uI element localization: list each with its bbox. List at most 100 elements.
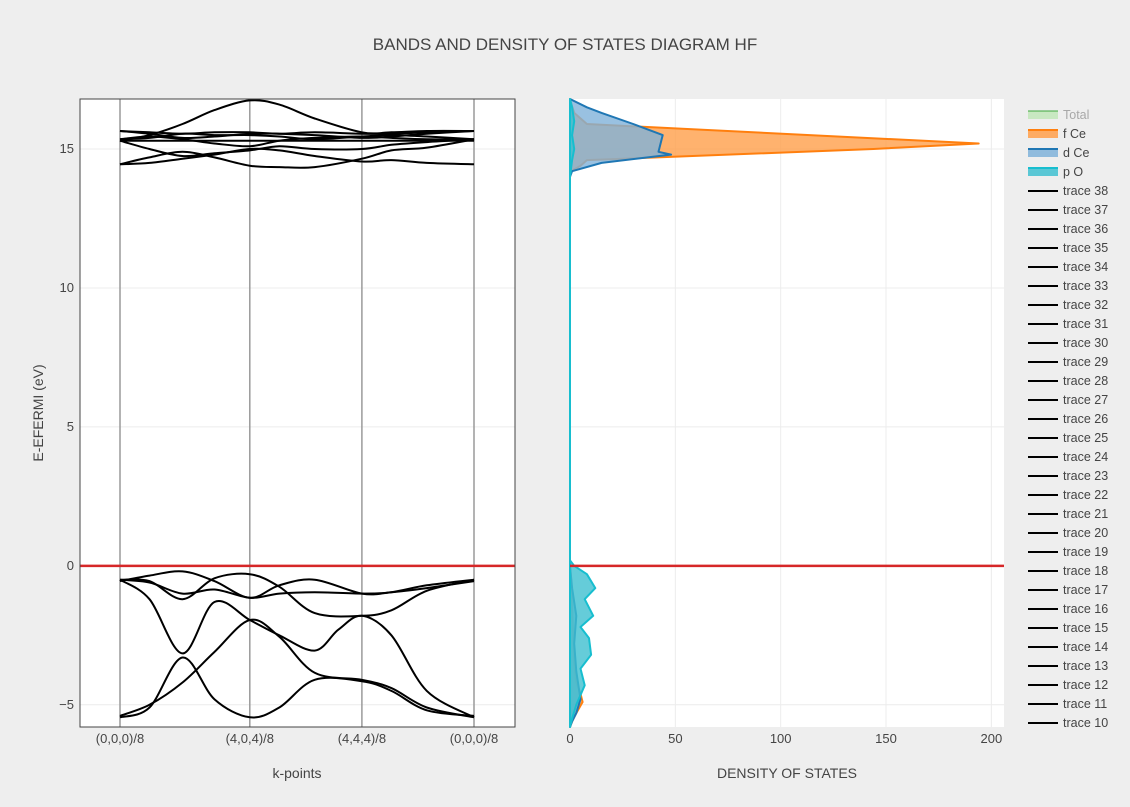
legend-item[interactable]: d Ce [1028, 146, 1089, 160]
legend-label: trace 16 [1063, 602, 1108, 616]
legend-label: trace 35 [1063, 241, 1108, 255]
dos-plot-area [570, 99, 1004, 727]
legend-label: trace 28 [1063, 374, 1108, 388]
band-line-trace-20 [119, 135, 475, 148]
legend-label: trace 37 [1063, 203, 1108, 217]
legend-label: trace 30 [1063, 336, 1108, 350]
legend-item[interactable]: trace 32 [1028, 298, 1108, 312]
y-tick-label: 0 [67, 558, 74, 573]
dos-x-tick-label: 150 [875, 731, 897, 746]
legend-item[interactable]: trace 19 [1028, 545, 1108, 559]
legend-label: f Ce [1063, 127, 1086, 141]
legend-label: trace 34 [1063, 260, 1108, 274]
legend-label: trace 29 [1063, 355, 1108, 369]
band-line-trace-18 [119, 138, 475, 158]
band-line-trace-17 [119, 138, 475, 169]
dos-x-axis-label: DENSITY OF STATES [717, 765, 857, 781]
legend-item[interactable]: trace 26 [1028, 412, 1108, 426]
legend-item[interactable]: trace 31 [1028, 317, 1108, 331]
legend-label: p O [1063, 165, 1083, 179]
legend-label: trace 11 [1063, 697, 1107, 711]
legend-label: trace 18 [1063, 564, 1108, 578]
k-point-tick-label: (0,0,0)/8 [96, 731, 144, 746]
legend-label: trace 31 [1063, 317, 1108, 331]
legend-item[interactable]: trace 20 [1028, 526, 1108, 540]
legend-item[interactable]: trace 15 [1028, 621, 1108, 635]
legend-label: d Ce [1063, 146, 1089, 160]
dos-x-tick-label: 200 [981, 731, 1003, 746]
legend-item[interactable]: trace 25 [1028, 431, 1108, 445]
y-axis-label: E-EFERMI (eV) [30, 364, 46, 461]
legend-label: trace 22 [1063, 488, 1108, 502]
chart-title: BANDS AND DENSITY OF STATES DIAGRAM HF [373, 35, 757, 54]
dos-x-tick-label: 0 [566, 731, 573, 746]
legend-item[interactable]: p O [1028, 165, 1083, 179]
band-line-trace-23 [119, 130, 475, 135]
legend-item[interactable]: f Ce [1028, 127, 1086, 141]
legend-item[interactable]: trace 30 [1028, 336, 1108, 350]
legend-item[interactable]: Total [1028, 108, 1089, 122]
legend-item[interactable]: trace 37 [1028, 203, 1108, 217]
legend-item[interactable]: trace 27 [1028, 393, 1108, 407]
legend-item[interactable]: trace 35 [1028, 241, 1108, 255]
legend-item[interactable]: trace 11 [1028, 697, 1107, 711]
k-point-tick-label: (4,0,4)/8 [226, 731, 274, 746]
legend-label: Total [1063, 108, 1089, 122]
legend-item[interactable]: trace 12 [1028, 678, 1108, 692]
band-line-trace-13 [119, 572, 475, 618]
legend-item[interactable]: trace 22 [1028, 488, 1108, 502]
bands-plot-frame [79, 98, 516, 728]
legend-item[interactable]: trace 21 [1028, 507, 1108, 521]
legend-label: trace 26 [1063, 412, 1108, 426]
legend-label: trace 27 [1063, 393, 1108, 407]
y-tick-label: 5 [67, 419, 74, 434]
k-point-tick-label: (4,4,4)/8 [338, 731, 386, 746]
legend-label: trace 13 [1063, 659, 1108, 673]
legend-item[interactable]: trace 33 [1028, 279, 1108, 293]
legend-item[interactable]: trace 28 [1028, 374, 1108, 388]
legend-item[interactable]: trace 24 [1028, 450, 1108, 464]
band-line-trace-16 [119, 147, 475, 166]
legend-label: trace 36 [1063, 222, 1108, 236]
legend-label: trace 32 [1063, 298, 1108, 312]
y-tick-label: 10 [60, 280, 74, 295]
legend-item[interactable]: trace 29 [1028, 355, 1108, 369]
legend-item[interactable]: trace 13 [1028, 659, 1108, 673]
dos-x-tick-label: 50 [668, 731, 682, 746]
bands-plot-area [80, 99, 515, 727]
legend-label: trace 12 [1063, 678, 1108, 692]
legend-label: trace 10 [1063, 716, 1108, 730]
legend-swatch [1028, 111, 1058, 119]
band-line-trace-10 [119, 656, 475, 719]
band-line-trace-24 [119, 99, 475, 142]
legend-item[interactable]: trace 10 [1028, 716, 1108, 730]
legend-item[interactable]: trace 23 [1028, 469, 1108, 483]
legend-label: trace 14 [1063, 640, 1108, 654]
legend-swatch [1028, 168, 1058, 176]
legend-item[interactable]: trace 14 [1028, 640, 1108, 654]
dos-x-tick-label: 100 [770, 731, 792, 746]
legend-label: trace 23 [1063, 469, 1108, 483]
legend-label: trace 33 [1063, 279, 1108, 293]
legend-item[interactable]: trace 38 [1028, 184, 1108, 198]
legend-item[interactable]: trace 17 [1028, 583, 1108, 597]
dos-area-p-O [569, 98, 597, 728]
legend-label: trace 38 [1063, 184, 1108, 198]
legend-label: trace 20 [1063, 526, 1108, 540]
bands-x-axis-label: k-points [272, 765, 321, 781]
y-tick-label: −5 [59, 697, 74, 712]
legend-item[interactable]: trace 18 [1028, 564, 1108, 578]
y-tick-label: 15 [60, 141, 74, 156]
band-line-trace-12 [119, 578, 475, 719]
legend-swatch [1028, 149, 1058, 157]
legend-item[interactable]: trace 36 [1028, 222, 1108, 236]
legend-label: trace 17 [1063, 583, 1108, 597]
band-line-trace-11 [119, 618, 475, 719]
legend-item[interactable]: trace 16 [1028, 602, 1108, 616]
legend-item[interactable]: trace 34 [1028, 260, 1108, 274]
k-point-tick-label: (0,0,0)/8 [450, 731, 498, 746]
legend-label: trace 25 [1063, 431, 1108, 445]
legend-label: trace 24 [1063, 450, 1108, 464]
